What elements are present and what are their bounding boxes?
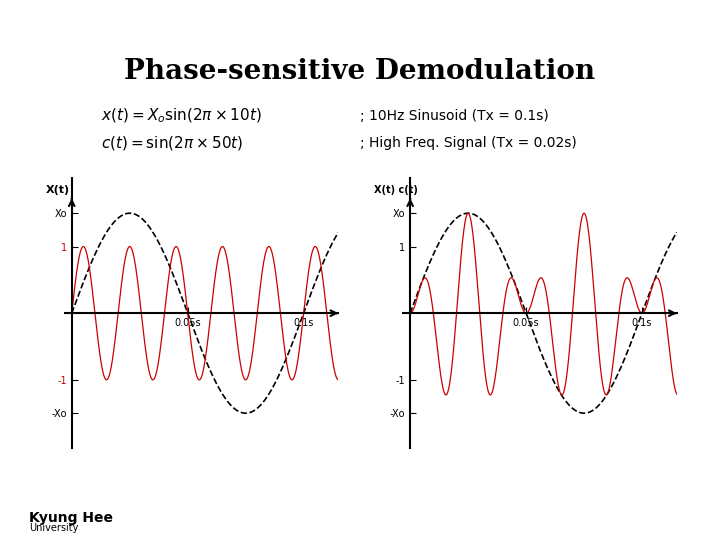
- Text: Kyung Hee: Kyung Hee: [29, 511, 113, 525]
- Text: $x(t) = X_o \sin(2\pi \times 10t)$: $x(t) = X_o \sin(2\pi \times 10t)$: [101, 107, 261, 125]
- Text: $c(t) = \sin(2\pi \times 50t)$: $c(t) = \sin(2\pi \times 50t)$: [101, 134, 243, 152]
- Text: X(t) c(t): X(t) c(t): [374, 185, 418, 195]
- Text: University: University: [29, 523, 78, 533]
- Text: Phase-sensitive Demodulation: Phase-sensitive Demodulation: [125, 58, 595, 85]
- Text: X(t): X(t): [46, 185, 70, 195]
- Text: ; High Freq. Signal (Tx = 0.02s): ; High Freq. Signal (Tx = 0.02s): [360, 136, 577, 150]
- Text: ; 10Hz Sinusoid (Tx = 0.1s): ; 10Hz Sinusoid (Tx = 0.1s): [360, 109, 549, 123]
